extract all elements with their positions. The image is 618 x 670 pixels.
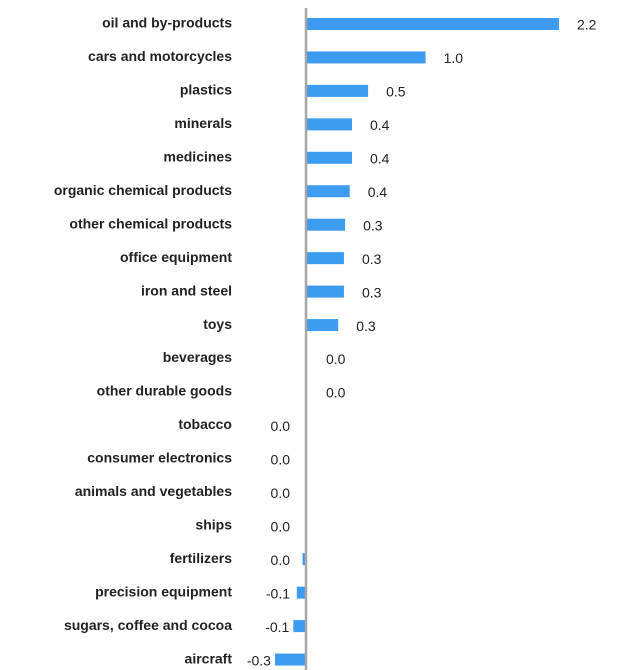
- value-label: 0.4: [370, 117, 390, 133]
- value-label: 0.3: [356, 318, 376, 334]
- category-label: cars and motorcycles: [88, 48, 232, 64]
- value-label: 0.0: [271, 518, 291, 534]
- bar: [306, 84, 369, 97]
- bar: [306, 252, 344, 265]
- category-label: sugars, coffee and cocoa: [64, 617, 232, 633]
- bar: [296, 586, 306, 599]
- category-label: medicines: [164, 149, 233, 165]
- bar: [306, 151, 352, 164]
- bar: [306, 285, 344, 298]
- bar: [306, 218, 346, 231]
- category-label: ships: [195, 516, 232, 532]
- value-label: 0.5: [386, 84, 406, 100]
- value-label: 0.0: [326, 385, 346, 401]
- category-label: beverages: [163, 349, 232, 365]
- bar: [306, 319, 339, 332]
- value-label: 0.0: [271, 452, 291, 468]
- value-label: 0.0: [271, 418, 291, 434]
- value-label: 0.0: [271, 552, 291, 568]
- value-label: 0.0: [271, 485, 291, 501]
- category-label: iron and steel: [141, 282, 232, 298]
- bar: [274, 653, 306, 666]
- value-label: 0.4: [368, 184, 388, 200]
- category-label: other chemical products: [69, 215, 232, 231]
- category-label: animals and vegetables: [75, 483, 232, 499]
- category-label: toys: [203, 316, 232, 332]
- value-label: -0.1: [266, 585, 290, 601]
- bar: [306, 18, 559, 30]
- value-label: -0.1: [265, 619, 289, 635]
- value-label: -0.3: [247, 652, 271, 668]
- category-label: fertilizers: [170, 550, 232, 566]
- value-label: 0.4: [370, 151, 390, 167]
- bar: [306, 185, 350, 198]
- category-label: precision equipment: [95, 583, 232, 599]
- value-label: 2.2: [577, 17, 597, 33]
- category-label: consumer electronics: [87, 450, 232, 466]
- category-label: other durable goods: [97, 383, 233, 399]
- value-label: 0.3: [362, 251, 382, 267]
- value-label: 0.3: [362, 284, 382, 300]
- bar: [306, 51, 426, 64]
- category-label: plastics: [180, 82, 232, 98]
- bar: [293, 620, 306, 633]
- bar: [306, 118, 352, 131]
- category-label: office equipment: [120, 249, 232, 265]
- value-label: 1.0: [444, 50, 464, 66]
- bar: [302, 553, 306, 566]
- category-label: oil and by-products: [102, 15, 232, 31]
- category-label: minerals: [174, 115, 232, 131]
- category-label: organic chemical products: [54, 182, 232, 198]
- value-label: 0.3: [363, 217, 383, 233]
- category-label: tobacco: [178, 416, 232, 432]
- category-label: aircraft: [185, 650, 233, 666]
- value-label: 0.0: [326, 351, 346, 367]
